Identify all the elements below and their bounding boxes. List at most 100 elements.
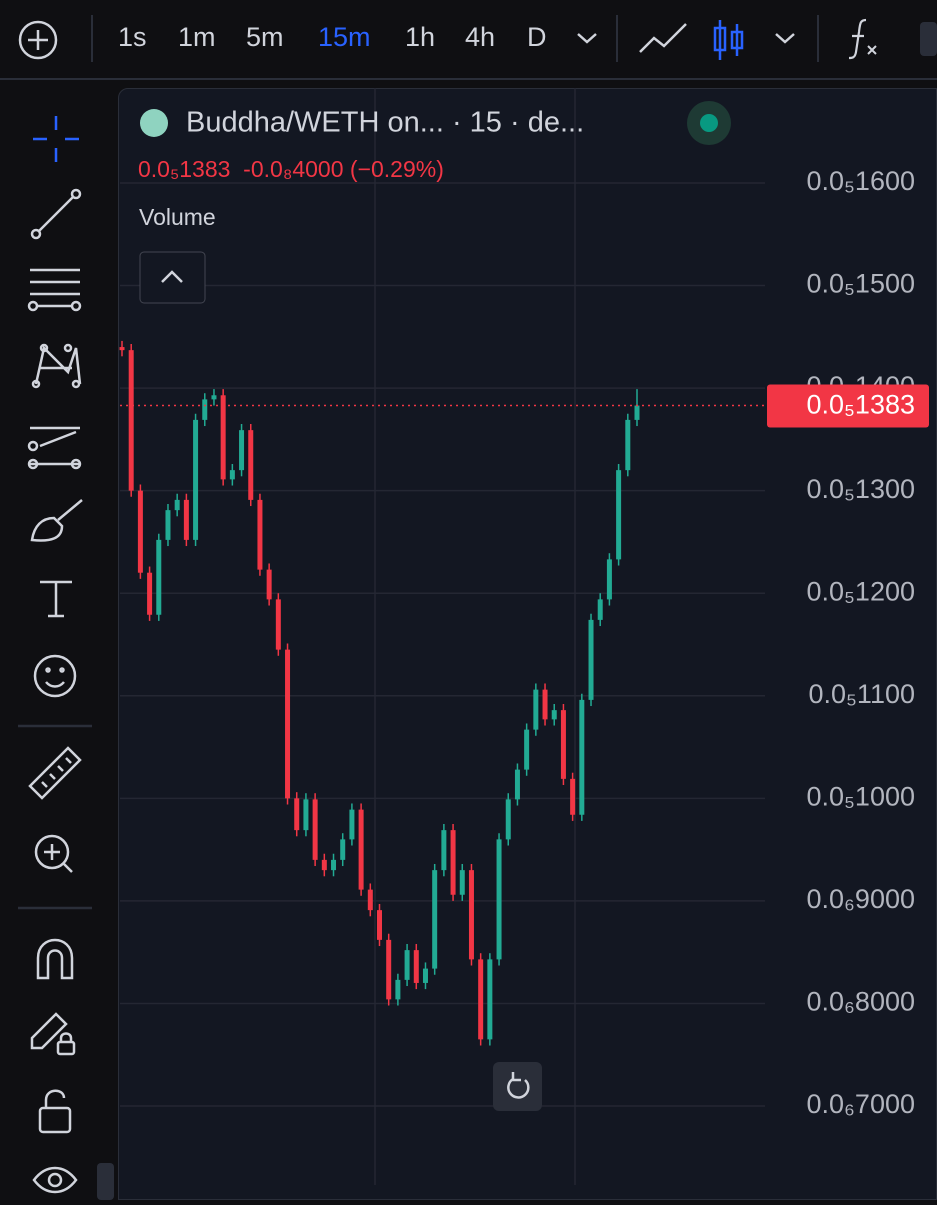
candle-body	[257, 499, 263, 570]
projection-tool[interactable]	[27, 426, 82, 470]
candle-body	[422, 968, 428, 983]
candle-body	[248, 430, 254, 500]
candle-body	[147, 572, 153, 615]
candle-body	[367, 889, 373, 911]
candle-body	[570, 778, 576, 815]
candle-body	[128, 350, 134, 491]
interval-button[interactable]: 15m	[318, 22, 371, 52]
y-tick-label: 0.0₅1500	[807, 269, 915, 299]
reset-button[interactable]	[493, 1062, 542, 1111]
candle-body	[606, 559, 612, 600]
candle-body	[450, 830, 456, 895]
trend-line-tool[interactable]	[30, 188, 82, 240]
candle-body	[349, 809, 355, 840]
candle-body	[478, 959, 484, 1040]
collapse-button[interactable]	[139, 251, 206, 304]
candle-body	[340, 839, 346, 860]
interval-button[interactable]: 1m	[178, 22, 216, 52]
y-tick-label: 0.0₆9000	[807, 884, 916, 914]
symbol-title[interactable]: Buddha/WETH on... · 15 · de...	[186, 107, 584, 139]
candle-body	[377, 910, 382, 940]
lock-drawing-tool[interactable]	[30, 1012, 76, 1056]
lock-tool[interactable]	[38, 1089, 72, 1134]
candle-body	[496, 839, 502, 960]
candle-body	[487, 959, 493, 1040]
magnet-tool[interactable]	[36, 938, 74, 980]
candle-body	[432, 870, 438, 969]
candle-body	[625, 419, 631, 471]
y-tick-label: 0.0₅1100	[809, 679, 915, 709]
status-dot	[700, 114, 718, 132]
candle-body	[533, 689, 539, 730]
candle-body	[542, 689, 548, 720]
candle-body	[202, 399, 208, 420]
ruler-tool[interactable]	[28, 746, 82, 800]
candle-body	[551, 710, 557, 720]
candle-body	[165, 510, 171, 540]
fib-tool[interactable]	[27, 268, 82, 312]
candle-body	[597, 599, 603, 620]
candle-body	[285, 649, 291, 799]
candle-body	[275, 599, 281, 650]
candle-chart-button[interactable]	[713, 20, 744, 60]
y-tick-label: 0.0₆7000	[807, 1089, 916, 1119]
toolbar-icons	[18, 15, 937, 62]
symbol-icon	[140, 109, 168, 137]
interval-button[interactable]: 4h	[465, 22, 496, 52]
candle-body	[183, 499, 189, 540]
candle-body	[441, 830, 447, 871]
interval-button[interactable]: 1h	[405, 22, 436, 52]
y-tick-label: 0.0₅1000	[807, 781, 915, 811]
zoom-tool[interactable]	[34, 834, 73, 873]
volume-label[interactable]: Volume	[139, 204, 216, 230]
candle-body	[395, 979, 401, 1000]
candle-body	[312, 799, 318, 860]
candle-body	[588, 619, 594, 700]
interval-dropdown[interactable]	[577, 33, 597, 44]
candle-body	[239, 430, 245, 471]
candle-body	[229, 470, 235, 480]
sidebar-toggle[interactable]	[97, 1163, 114, 1200]
chart-type-dropdown[interactable]	[775, 33, 795, 44]
candle-body	[616, 470, 622, 560]
candle-body	[119, 347, 125, 351]
y-tick-label: 0.0₅1300	[807, 474, 915, 504]
candle-body	[514, 769, 520, 800]
candle-body	[220, 395, 226, 480]
candle-body	[524, 729, 530, 770]
candle-body	[321, 859, 327, 871]
candle-body	[413, 950, 419, 983]
interval-button[interactable]: 1s	[118, 22, 147, 52]
candle-body	[331, 859, 337, 871]
text-tool[interactable]	[40, 580, 72, 618]
candle-body	[266, 569, 272, 600]
candle-body	[560, 710, 566, 779]
candle-body	[505, 799, 511, 840]
candle-body	[386, 939, 392, 1000]
candle-body	[634, 405, 640, 420]
interval-button[interactable]: D	[527, 22, 547, 52]
brush-tool[interactable]	[30, 499, 83, 542]
last-price-tag	[767, 384, 929, 428]
indicators-button[interactable]	[848, 18, 867, 60]
candle-body	[156, 539, 162, 615]
interval-button[interactable]: 5m	[246, 22, 284, 52]
candle-body	[459, 870, 465, 895]
add-button[interactable]	[18, 20, 58, 60]
crosshair-tool[interactable]	[33, 116, 79, 162]
emoji-tool[interactable]	[33, 654, 77, 698]
line-chart-button[interactable]	[639, 23, 687, 53]
candle-body	[294, 798, 300, 831]
candle-body	[211, 395, 217, 400]
candle-body	[579, 699, 585, 815]
candle-body	[468, 870, 474, 960]
last-price-label: 0.0₅1383	[807, 390, 915, 420]
candle-body	[358, 809, 364, 890]
visibility-tool[interactable]	[32, 1166, 78, 1194]
drawing-toolbar	[0, 88, 110, 1200]
pattern-tool[interactable]	[31, 343, 82, 389]
candle-body	[404, 950, 410, 980]
candle-body	[303, 799, 309, 831]
